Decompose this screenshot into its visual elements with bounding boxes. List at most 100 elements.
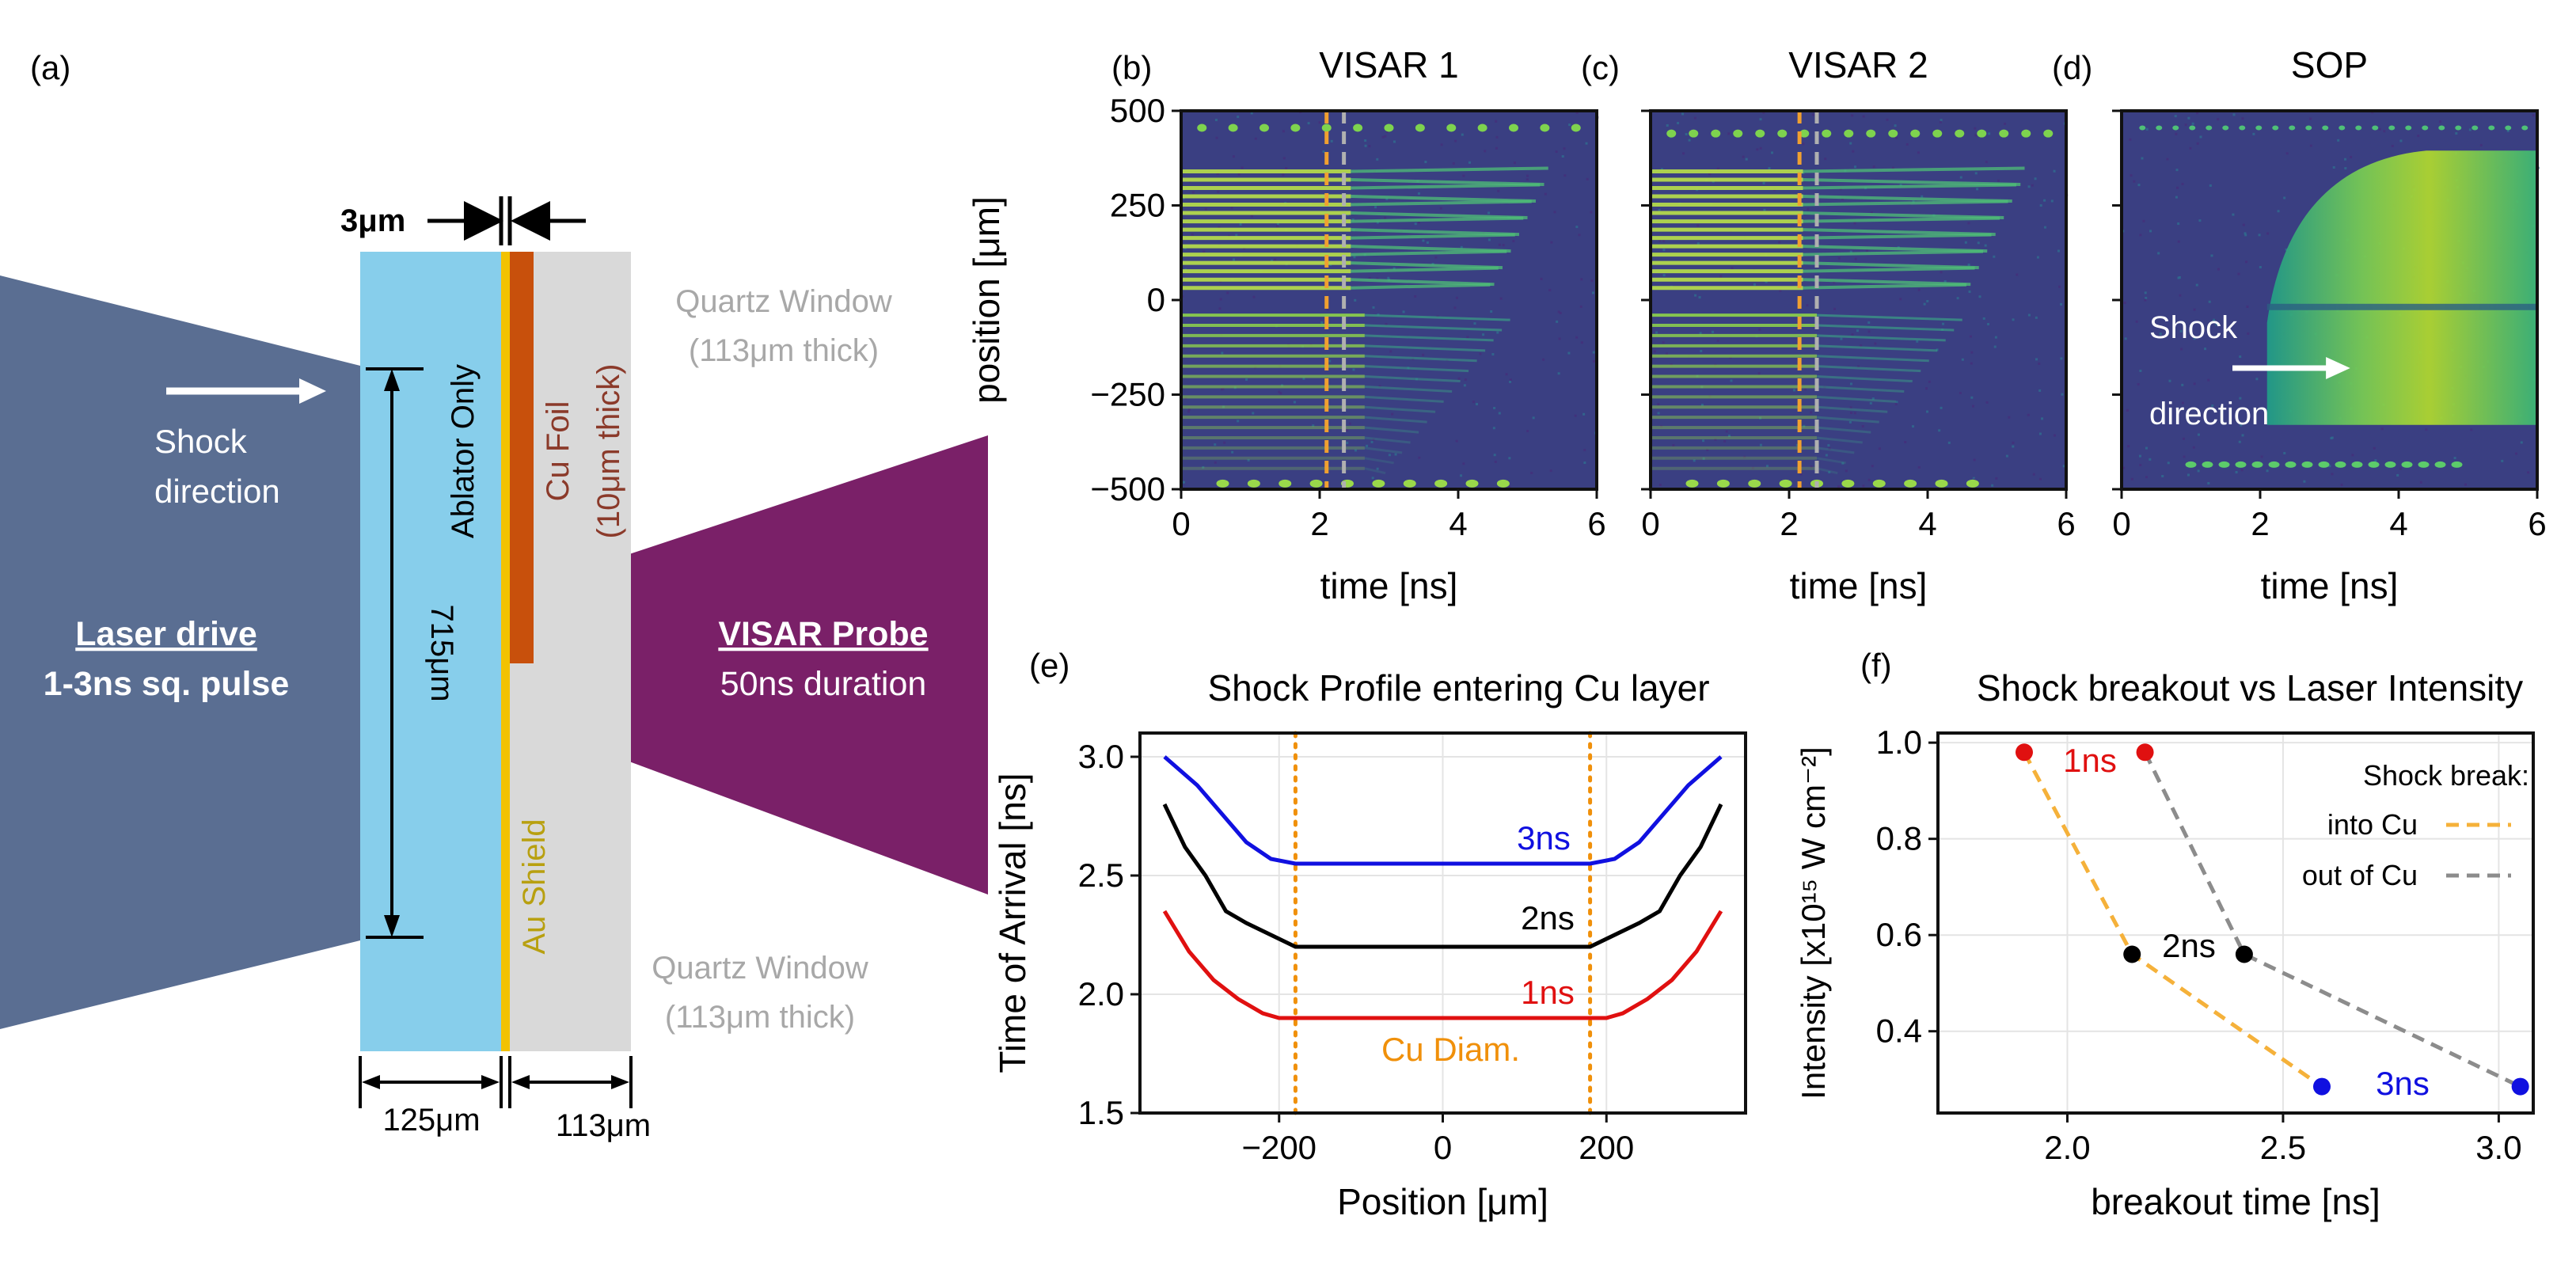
noise-speck <box>1917 288 1921 291</box>
noise-speck <box>1899 298 1902 301</box>
noise-speck <box>1563 147 1566 150</box>
shock-direction-label: direction <box>154 473 280 510</box>
y-tick-label: 0.4 <box>1876 1012 1922 1050</box>
noise-speck <box>1694 294 1697 297</box>
noise-speck <box>1670 363 1673 367</box>
noise-speck <box>2123 302 2126 305</box>
noise-speck <box>2207 481 2210 484</box>
fiducial-dot <box>1799 129 1810 138</box>
fiducials <box>1197 123 1581 488</box>
noise-speck <box>1991 484 1994 487</box>
noise-speck <box>2373 446 2376 450</box>
noise-speck <box>1417 221 1420 224</box>
shock-label: Shock <box>154 423 248 460</box>
noise-speck <box>2204 348 2207 351</box>
fringe-line-shifted <box>1364 405 1436 413</box>
noise-speck <box>1452 162 1455 165</box>
noise-speck <box>1765 280 1768 283</box>
noise-speck <box>1947 441 1951 444</box>
fringe-line-shifted <box>1351 261 1503 270</box>
chart-title: Shock breakout vs Laser Intensity <box>1977 667 2523 708</box>
fiducial-dot <box>1465 479 1479 488</box>
fiducial-dot <box>1279 479 1292 488</box>
noise-speck <box>1372 306 1375 309</box>
fringe-line-shifted <box>1351 166 1548 173</box>
fringe-line-shifted <box>1803 233 1992 240</box>
noise-speck <box>1938 429 1941 432</box>
noise-speck <box>1455 296 1458 299</box>
noise-speck <box>2378 127 2381 131</box>
x-tick-label: 2.5 <box>2260 1129 2306 1166</box>
noise-speck <box>1493 454 1496 457</box>
noise-speck <box>1700 403 1704 406</box>
streak-panel-letter: (b) <box>1111 49 1152 86</box>
noise-speck <box>1464 378 1467 382</box>
fringe-line-shifted <box>1803 245 1988 253</box>
noise-speck <box>1662 341 1665 344</box>
noise-speck <box>1762 111 1765 114</box>
fringe-line-shifted <box>1364 426 1419 434</box>
quartz-top-label: Quartz Window <box>675 284 892 319</box>
noise-speck <box>1498 243 1501 246</box>
noise-speck <box>2137 184 2141 187</box>
fiducial-dot <box>2438 125 2445 131</box>
noise-speck <box>1348 422 1351 425</box>
noise-speck <box>2133 180 2136 183</box>
noise-speck <box>1392 267 1396 270</box>
noise-speck <box>1856 329 1859 332</box>
noise-speck <box>1987 322 1990 325</box>
noise-speck <box>1682 152 1685 155</box>
noise-speck <box>1993 345 1997 348</box>
noise-speck <box>1861 425 1864 428</box>
noise-speck <box>1187 410 1190 413</box>
noise-speck <box>1221 351 1224 355</box>
noise-speck <box>1974 172 1978 175</box>
streak-panel-letter: (c) <box>1581 49 1620 86</box>
noise-speck <box>2193 308 2196 311</box>
fiducial-dot <box>1228 123 1238 132</box>
noise-speck <box>1389 350 1392 353</box>
noise-speck <box>1222 387 1225 390</box>
fiducial-dot <box>2405 125 2412 131</box>
noise-speck <box>2238 440 2241 443</box>
noise-speck <box>1895 136 1898 139</box>
noise-speck <box>2041 417 2044 420</box>
noise-speck <box>2189 422 2192 425</box>
panel-a-letter: (a) <box>30 49 70 86</box>
noise-speck <box>2244 232 2247 235</box>
fiducial-dot <box>2418 461 2430 468</box>
noise-speck <box>1351 218 1354 221</box>
noise-speck <box>2145 446 2148 450</box>
panel-letter: (e) <box>1029 647 1070 684</box>
fiducial-dot <box>2285 461 2297 468</box>
noise-speck <box>1245 378 1248 381</box>
dim-113-arrow-l <box>511 1075 530 1089</box>
fiducial-dot <box>2401 461 2413 468</box>
noise-speck <box>1712 330 1715 333</box>
noise-speck <box>1727 132 1731 135</box>
noise-speck <box>2183 455 2186 458</box>
fiducial-dot <box>2139 125 2146 131</box>
noise-speck <box>1851 114 1854 117</box>
noise-speck <box>1346 428 1349 431</box>
noise-speck <box>2187 473 2190 477</box>
fringe-line-shifted <box>1351 266 1499 273</box>
noise-speck <box>1505 373 1508 376</box>
noise-speck <box>2149 458 2152 461</box>
noise-speck <box>2180 348 2183 351</box>
noise-speck <box>1575 336 1579 339</box>
noise-speck <box>2197 469 2200 473</box>
y-tick-label: 3.0 <box>1078 738 1124 775</box>
visar-probe-title: VISAR Probe <box>718 615 928 653</box>
dim-113-arrow-r <box>611 1075 629 1089</box>
noise-speck <box>2337 139 2340 142</box>
noise-speck <box>1561 155 1564 158</box>
fiducial-dot <box>1999 129 2009 138</box>
noise-speck <box>1454 139 1457 142</box>
noise-speck <box>1487 211 1491 215</box>
noise-speck <box>1387 276 1390 279</box>
noise-speck <box>1976 188 1979 191</box>
noise-speck <box>1567 351 1571 355</box>
noise-speck <box>1806 304 1809 307</box>
noise-speck <box>2138 454 2141 458</box>
